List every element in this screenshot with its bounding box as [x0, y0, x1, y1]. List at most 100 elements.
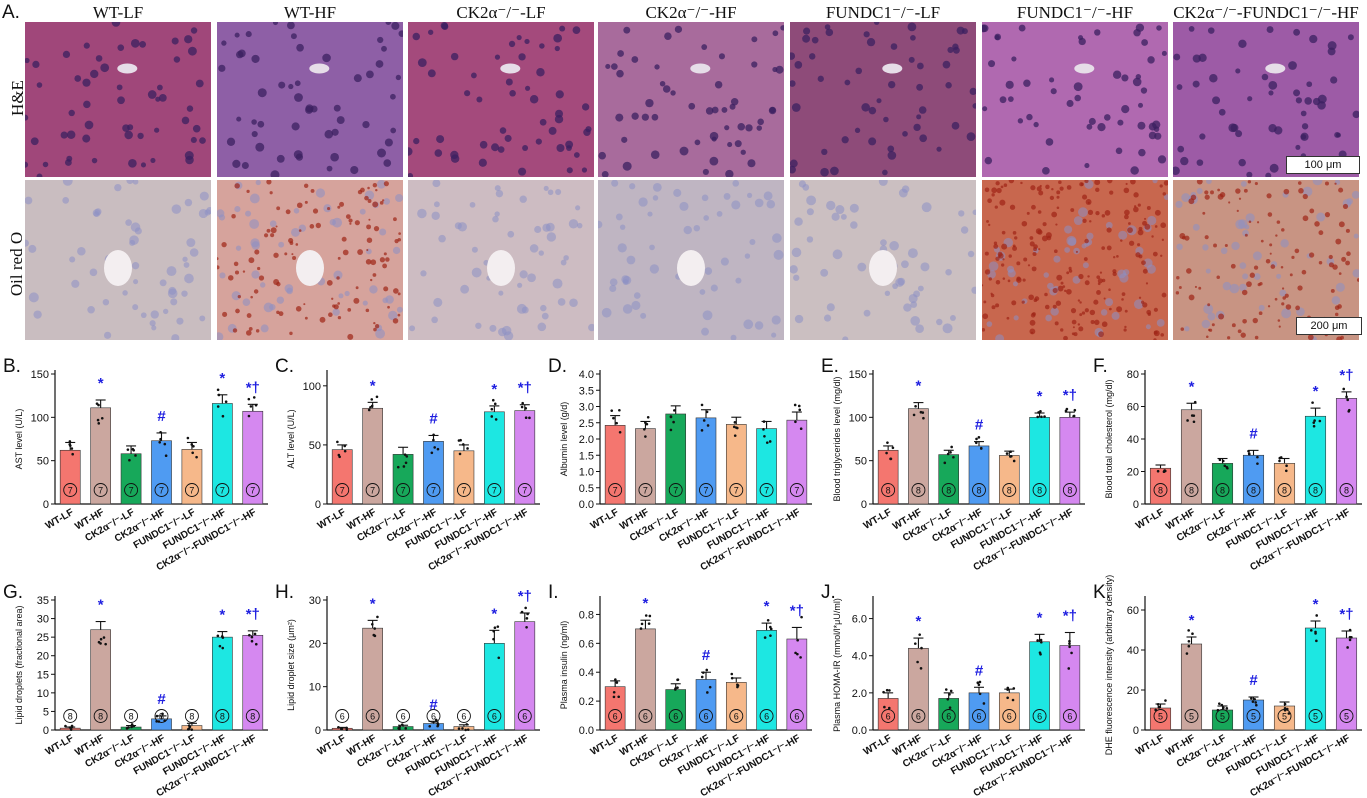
- lipid-droplet: [1079, 313, 1083, 317]
- sample-size-circle: [517, 709, 532, 723]
- nucleus: [1239, 262, 1247, 269]
- nucleus: [288, 83, 294, 90]
- y-tick-label: 1.5: [579, 450, 594, 462]
- nucleus: [916, 83, 924, 91]
- nucleus: [1220, 247, 1228, 255]
- nucleus: [104, 331, 112, 339]
- data-point: [1346, 646, 1349, 649]
- data-point: [367, 408, 371, 412]
- nucleus: [826, 303, 835, 312]
- nucleus: [278, 81, 286, 89]
- panel-letter: F.: [1093, 356, 1108, 377]
- lipid-droplet: [1276, 220, 1281, 224]
- lipid-droplet: [304, 200, 308, 204]
- bar: [423, 723, 444, 731]
- data-point: [1256, 455, 1259, 459]
- nucleus: [66, 155, 73, 162]
- nucleus: [918, 106, 927, 114]
- lipid-droplet: [379, 257, 386, 263]
- y-tick-label: 0: [315, 725, 321, 737]
- chart-e: E.Blood triglycerides level (mg/dl)05010…: [821, 356, 1085, 573]
- nucleus: [1268, 90, 1274, 96]
- oil-texture: [1173, 180, 1359, 340]
- nucleus: [548, 126, 557, 135]
- lipid-droplet: [1096, 290, 1101, 295]
- nucleus: [1105, 221, 1113, 229]
- lipid-droplet: [1267, 305, 1271, 308]
- lipid-droplet: [348, 218, 353, 223]
- significance-mark: #: [429, 410, 438, 427]
- data-point: [491, 398, 495, 402]
- data-point: [1279, 456, 1283, 459]
- lipid-droplet: [1241, 289, 1248, 296]
- data-point: [705, 668, 709, 672]
- sample-size-label: 6: [764, 712, 769, 722]
- lipid-droplet: [383, 252, 387, 256]
- nucleus: [740, 149, 746, 155]
- lipid-droplet: [1334, 182, 1337, 185]
- nucleus: [982, 24, 989, 33]
- nucleus: [499, 127, 507, 134]
- significance-mark: *†: [246, 606, 260, 623]
- column-title: CK2α⁻/⁻-LF: [456, 3, 546, 22]
- nucleus: [195, 79, 204, 88]
- data-point: [644, 614, 648, 617]
- data-point: [944, 688, 948, 691]
- lipid-droplet: [1130, 180, 1136, 185]
- lipid-droplet: [1244, 233, 1248, 237]
- nucleus: [95, 55, 103, 62]
- lipid-droplet: [336, 276, 340, 280]
- lipid-droplet: [1089, 309, 1096, 316]
- lipid-droplet: [278, 311, 284, 317]
- sample-size-circle: [487, 483, 502, 497]
- lipid-droplet: [319, 316, 326, 323]
- data-point: [769, 627, 773, 631]
- lipid-droplet: [393, 288, 399, 294]
- sample-size-label: 7: [522, 486, 527, 496]
- data-point: [1039, 638, 1043, 642]
- nucleus: [731, 200, 741, 210]
- bar: [212, 403, 233, 505]
- data-point: [1036, 639, 1039, 642]
- nucleus: [428, 29, 434, 35]
- lipid-droplet: [991, 193, 995, 197]
- nucleus: [806, 236, 814, 243]
- nucleus: [1347, 34, 1354, 41]
- nucleus: [1082, 262, 1089, 269]
- nucleus: [791, 103, 801, 112]
- nucleus: [167, 288, 178, 299]
- lipid-droplet: [1054, 321, 1059, 326]
- sample-size-label: 7: [159, 486, 164, 496]
- nucleus: [850, 221, 858, 229]
- sample-size-circle: [426, 709, 441, 723]
- lipid-droplet: [1204, 190, 1209, 195]
- data-point: [648, 614, 652, 618]
- data-point: [976, 681, 980, 685]
- lipid-droplet: [337, 315, 342, 320]
- lipid-droplet: [1001, 243, 1008, 250]
- nucleus: [1246, 171, 1253, 177]
- chart-k: K.DHE fluorescence intensity (arbitrary …: [1093, 575, 1362, 798]
- lipid-droplet: [1116, 255, 1119, 258]
- nucleus: [460, 284, 470, 294]
- significance-mark: *†: [1063, 387, 1077, 404]
- sample-size-circle: [759, 483, 774, 497]
- lipid-droplet: [1259, 282, 1263, 286]
- sample-size-circle: [911, 483, 926, 497]
- sample-size-circle: [972, 709, 986, 723]
- lipid-droplet: [1081, 311, 1086, 315]
- y-tick-label: 100: [849, 412, 867, 424]
- nucleus: [721, 106, 728, 113]
- data-point: [914, 404, 917, 408]
- data-point: [732, 425, 736, 429]
- lipid-droplet: [1254, 181, 1258, 186]
- nucleus: [720, 257, 729, 266]
- lipid-droplet: [333, 304, 339, 310]
- lipid-droplet: [222, 311, 228, 317]
- panel-a-letter: A.: [2, 2, 20, 23]
- sample-size-label: 7: [764, 486, 769, 496]
- nucleus: [611, 63, 618, 70]
- significance-mark: *: [1037, 609, 1043, 626]
- data-point: [130, 725, 133, 729]
- data-point: [492, 629, 496, 633]
